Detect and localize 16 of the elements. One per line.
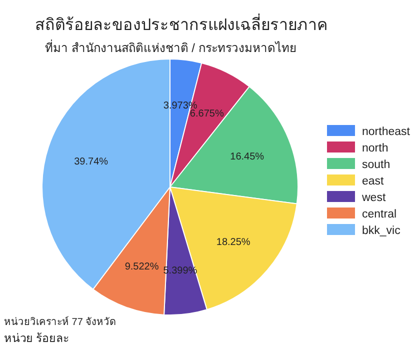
legend-label: east <box>362 176 385 188</box>
text: หน่วย ร้อยละ <box>4 332 70 345</box>
data-label: 18.25% <box>216 236 250 248</box>
data-label: 9.522% <box>124 261 159 272</box>
legend-label: north <box>362 142 388 154</box>
legend-label: south <box>362 159 390 171</box>
legend-label: west <box>361 192 386 204</box>
legend-label: bkk_vic <box>362 225 401 237</box>
data-label: 39.74% <box>74 156 108 168</box>
chart-title: สถิติร้อยละของประชากรแฝงเฉลี่ยรายภาค <box>35 13 328 34</box>
legend-label: northeast <box>362 126 411 138</box>
text: หน่วยวิเคราะห์ 77 จังหวัด <box>4 316 116 328</box>
chart-subtitle: ที่มา สำนักงานสถิติแห่งชาติ / กระทรวงมหาดไทย <box>45 39 296 55</box>
legend-label: central <box>362 208 397 220</box>
data-label: 16.45% <box>230 152 264 163</box>
data-label: 6.675% <box>190 108 224 120</box>
